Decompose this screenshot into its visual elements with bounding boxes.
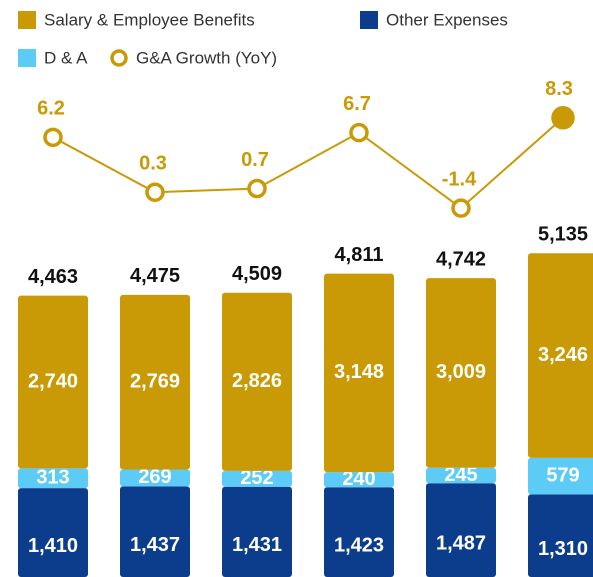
bar-segment — [18, 468, 88, 489]
bar-segment — [324, 487, 394, 577]
bar-segment — [426, 278, 496, 468]
bar-segment — [426, 483, 496, 577]
growth-label: 8.3 — [545, 78, 573, 100]
bar-value-label: 2,740 — [28, 370, 78, 392]
growth-label: -1.4 — [442, 168, 477, 190]
bar-value-label: 1,437 — [130, 534, 180, 556]
bar-segment — [324, 472, 394, 488]
legend-marker — [360, 11, 378, 29]
bar-segment — [528, 494, 593, 577]
legend-marker — [18, 11, 36, 29]
total-label: 4,742 — [436, 248, 486, 270]
bar-value-label: 3,246 — [538, 344, 588, 366]
bar-value-label: 1,423 — [334, 534, 384, 556]
bar-value-label: 1,310 — [538, 538, 588, 560]
legend-label: D & A — [44, 48, 88, 67]
bar-value-label: 1,431 — [232, 534, 282, 556]
legend-label: G&A Growth (YoY) — [136, 48, 277, 67]
growth-point — [145, 182, 165, 203]
bar-value-label: 245 — [444, 464, 477, 486]
bar-value-label: 240 — [342, 468, 375, 490]
bar-segment — [120, 294, 190, 470]
growth-point — [247, 178, 267, 199]
bar-segment — [120, 486, 190, 577]
bar-segment — [324, 273, 394, 473]
bar-segment — [222, 486, 292, 577]
growth-label: 0.7 — [241, 149, 269, 171]
growth-point — [551, 106, 575, 130]
bar-value-label: 3,148 — [334, 361, 384, 383]
legend-marker — [18, 49, 36, 67]
bar-segment — [528, 253, 593, 458]
bar-segment — [426, 467, 496, 484]
growth-label: 6.2 — [37, 98, 65, 120]
growth-point — [451, 198, 471, 218]
bar-value-label: 252 — [240, 467, 273, 489]
bar-value-label: 269 — [138, 466, 171, 488]
growth-label: 6.7 — [343, 93, 371, 115]
total-label: 4,811 — [335, 244, 384, 266]
bar-value-label: 2,769 — [130, 370, 180, 392]
legend-label: Other Expenses — [386, 10, 508, 29]
bar-value-label: 1,410 — [28, 535, 78, 557]
bar-segment — [528, 457, 593, 495]
bar-segment — [120, 469, 190, 487]
growth-line — [52, 117, 564, 210]
bar-segment — [18, 488, 88, 577]
growth-point — [349, 122, 369, 143]
bar-segment — [18, 295, 88, 469]
bar-segment — [222, 292, 292, 471]
bar-value-label: 313 — [36, 467, 69, 489]
bar-value-label: 2,826 — [232, 370, 282, 392]
bar-segment — [222, 470, 292, 487]
total-label: 4,475 — [130, 265, 180, 287]
bar-value-label: 579 — [546, 464, 579, 486]
total-label: 5,135 — [538, 224, 588, 246]
growth-label: 0.3 — [139, 153, 167, 175]
growth-point — [43, 127, 63, 148]
bar-value-label: 3,009 — [436, 361, 486, 383]
legend-label: Salary & Employee Benefits — [44, 10, 255, 29]
total-label: 4,463 — [28, 266, 78, 288]
total-label: 4,509 — [232, 263, 282, 285]
bar-value-label: 1,487 — [436, 532, 486, 554]
legend-marker — [110, 49, 128, 67]
